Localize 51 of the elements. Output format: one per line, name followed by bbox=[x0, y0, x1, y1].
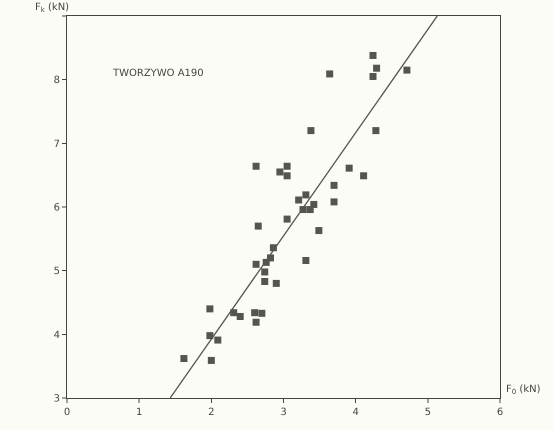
point bbox=[261, 278, 268, 285]
y-tick-label: 3 bbox=[54, 394, 60, 404]
y-tick-label: 5 bbox=[54, 266, 60, 278]
point bbox=[372, 127, 380, 134]
point bbox=[360, 172, 368, 180]
point bbox=[206, 332, 214, 340]
point bbox=[369, 52, 376, 59]
point bbox=[236, 313, 244, 320]
point bbox=[295, 196, 302, 204]
point bbox=[208, 356, 215, 364]
y-tick-label: 8 bbox=[54, 75, 60, 86]
point bbox=[369, 72, 376, 80]
point bbox=[310, 200, 318, 208]
point bbox=[272, 280, 280, 287]
point bbox=[261, 268, 268, 276]
point bbox=[254, 222, 262, 230]
point bbox=[302, 256, 310, 264]
point bbox=[206, 305, 214, 312]
x-tick-label: 3 bbox=[280, 407, 287, 418]
point bbox=[315, 227, 322, 234]
point bbox=[251, 309, 258, 316]
point bbox=[307, 127, 314, 134]
point bbox=[252, 162, 260, 170]
x-tick-label: 2 bbox=[208, 407, 215, 418]
y-tick-label: 6 bbox=[54, 202, 60, 214]
point bbox=[180, 355, 188, 362]
point bbox=[330, 198, 338, 206]
point bbox=[373, 64, 380, 72]
point bbox=[302, 191, 310, 198]
x-tick-label: 5 bbox=[424, 407, 432, 418]
x-axis-title: F$_{0}$ (kN) bbox=[506, 384, 541, 396]
x-tick-label: 4 bbox=[352, 407, 359, 418]
y-tick-label: 4 bbox=[54, 330, 60, 341]
point bbox=[346, 164, 353, 172]
y-tick-label: 7 bbox=[54, 138, 60, 150]
point bbox=[284, 216, 291, 223]
point bbox=[252, 318, 260, 326]
point bbox=[403, 66, 410, 74]
point bbox=[284, 162, 291, 170]
x-tick-label: 0 bbox=[64, 407, 70, 418]
point bbox=[284, 172, 291, 180]
x-tick-label: 6 bbox=[496, 407, 504, 418]
x-tick-label: 1 bbox=[136, 407, 142, 418]
point bbox=[214, 336, 222, 344]
y-axis-title: F$_{k}$ (kN) bbox=[35, 2, 70, 14]
point bbox=[330, 182, 338, 189]
annotation: TWORZYWO A190 bbox=[112, 68, 204, 79]
point bbox=[326, 70, 334, 78]
point bbox=[252, 260, 260, 268]
point bbox=[276, 168, 284, 176]
point bbox=[258, 310, 266, 317]
